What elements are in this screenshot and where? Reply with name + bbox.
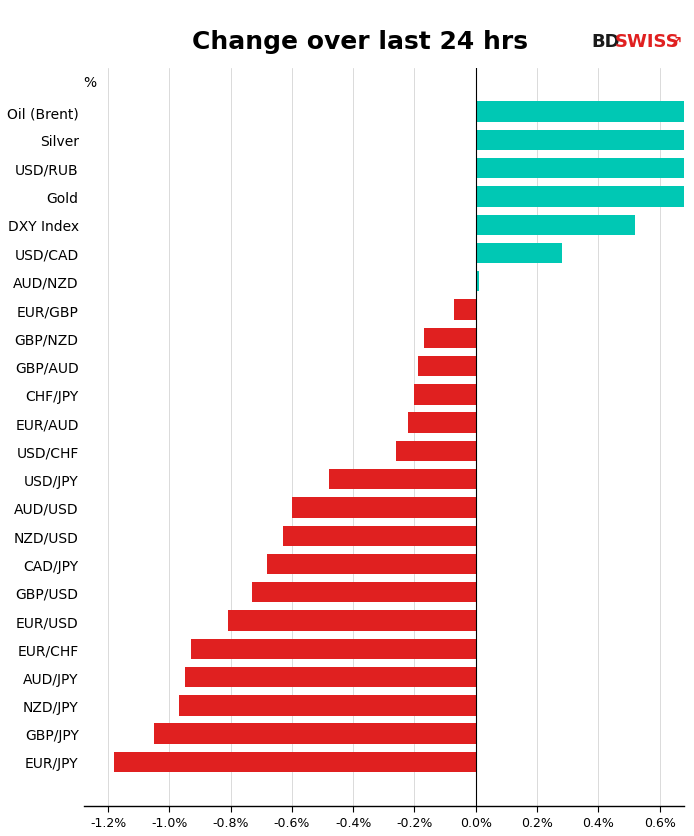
Bar [414, 385, 476, 405]
Text: SWISS: SWISS [615, 33, 680, 50]
Text: +2.90%: +2.90% [485, 162, 545, 176]
Bar [228, 610, 476, 631]
Bar [476, 159, 684, 179]
Bar [191, 639, 476, 660]
Bar [178, 696, 476, 716]
Bar [476, 187, 684, 207]
Bar [329, 470, 476, 490]
Text: +2.29%: +2.29% [485, 191, 545, 204]
Bar [476, 130, 684, 151]
Bar [418, 356, 476, 377]
Text: ↗: ↗ [669, 33, 683, 50]
Bar [408, 413, 476, 433]
Bar [476, 102, 684, 123]
Bar [185, 667, 476, 687]
Bar [396, 441, 476, 461]
Text: BD: BD [591, 33, 620, 50]
Text: +5.34%: +5.34% [485, 105, 545, 120]
Bar [476, 272, 479, 292]
Bar [267, 554, 476, 574]
Bar [252, 583, 476, 603]
Text: +3.81%: +3.81% [485, 134, 545, 148]
Bar [154, 724, 476, 744]
Bar [476, 243, 561, 264]
Bar [282, 526, 476, 546]
Text: %: % [83, 76, 96, 90]
Bar [455, 300, 476, 320]
Bar [424, 329, 476, 349]
Bar [292, 497, 476, 518]
Bar [115, 752, 476, 772]
Bar [476, 216, 635, 236]
Text: Change over last 24 hrs: Change over last 24 hrs [192, 30, 527, 54]
